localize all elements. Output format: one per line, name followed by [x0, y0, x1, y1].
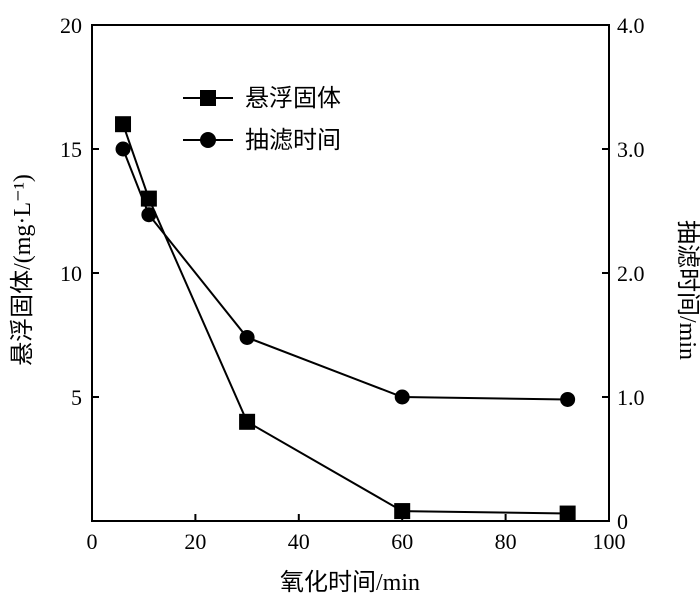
legend-label-suspended-solids: 悬浮固体 [245, 85, 341, 112]
y-right-tick-label: 3.0 [617, 137, 645, 162]
data-point-circle [115, 141, 131, 157]
data-point-square [394, 503, 411, 520]
series-line-1 [122, 148, 568, 401]
x-tick-label: 100 [593, 529, 626, 554]
y-right-tick-label: 0 [617, 509, 628, 534]
data-point-circle [141, 207, 157, 223]
y-left-tick-label: 5 [71, 385, 82, 410]
legend-label-filtration-time: 抽滤时间 [245, 127, 341, 154]
y-axis-left: 5 10 15 20 [60, 13, 99, 410]
legend: 悬浮固体 抽滤时间 [183, 85, 341, 154]
data-point-square [239, 413, 256, 430]
legend-marker-square [200, 90, 216, 106]
data-point-square [115, 116, 132, 133]
y-right-tick-label: 2.0 [617, 261, 645, 286]
data-point-square [559, 505, 576, 522]
data-point-circle [394, 389, 410, 405]
x-tick-label: 80 [495, 529, 517, 554]
y-left-tick-label: 20 [60, 13, 82, 38]
plot-frame [91, 24, 610, 522]
x-tick-label: 20 [184, 529, 206, 554]
series-line-0 [122, 123, 568, 515]
x-tick-label: 0 [87, 529, 98, 554]
series-layer [115, 116, 576, 522]
y-axis-right-title: 抽滤时间/min [674, 220, 700, 360]
y-left-tick-label: 10 [60, 261, 82, 286]
x-tick-label: 60 [391, 529, 413, 554]
x-axis: 0 20 40 60 80 100 [87, 514, 626, 554]
y-axis-right: 0 1.0 2.0 3.0 4.0 [602, 13, 645, 534]
y-right-tick-label: 1.0 [617, 385, 645, 410]
x-tick-label: 40 [288, 529, 310, 554]
y-axis-left-title: 悬浮固体/(mg·L⁻¹) [9, 174, 36, 366]
y-right-tick-label: 4.0 [617, 13, 645, 38]
data-point-circle [239, 329, 255, 345]
data-point-circle [560, 391, 576, 407]
y-left-tick-label: 15 [60, 137, 82, 162]
x-axis-title: 氧化时间/min [280, 569, 420, 596]
legend-marker-circle [200, 132, 216, 148]
